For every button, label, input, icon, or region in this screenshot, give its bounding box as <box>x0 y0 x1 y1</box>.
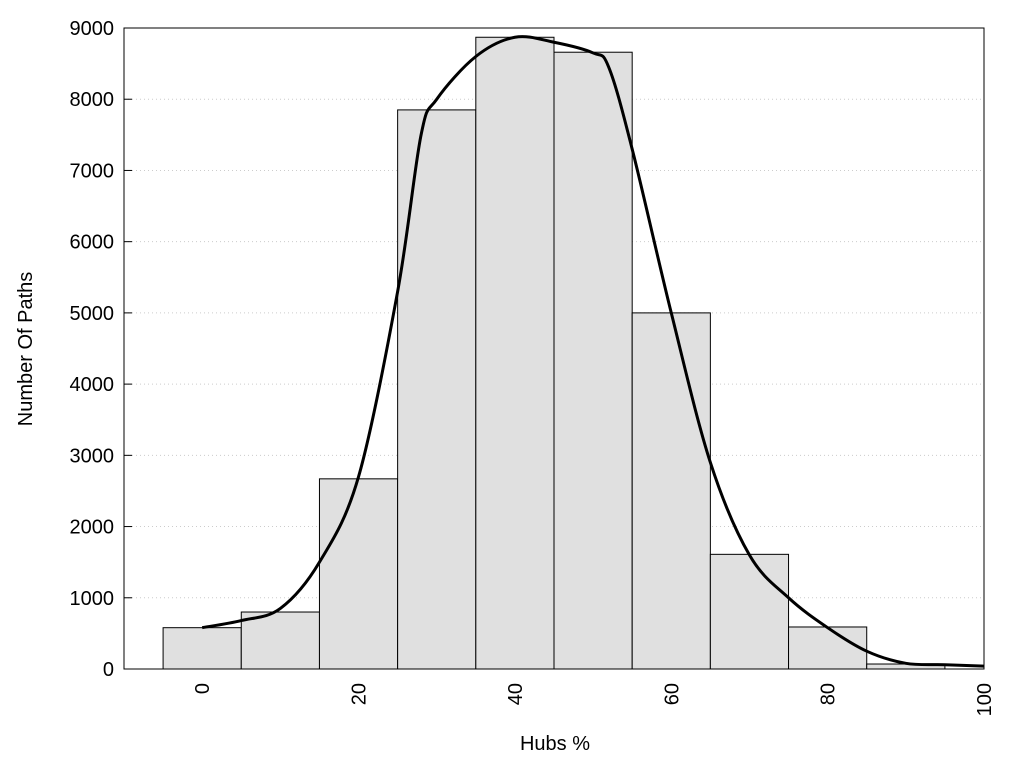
x-tick-label: 80 <box>818 683 840 705</box>
y-tick-label: 7000 <box>70 160 115 182</box>
y-tick-label: 1000 <box>70 588 115 610</box>
y-tick-label: 6000 <box>70 232 115 254</box>
bar <box>475 36 555 670</box>
y-tick-label: 3000 <box>70 445 115 467</box>
y-tick-label: 2000 <box>70 517 115 539</box>
bar <box>162 627 242 670</box>
y-tick-label: 9000 <box>70 18 115 40</box>
bar <box>788 626 868 670</box>
y-tick-label: 4000 <box>70 374 115 396</box>
x-tick-label: 60 <box>661 683 683 705</box>
y-tick-label: 5000 <box>70 303 115 325</box>
x-axis-label: Hubs % <box>520 733 590 755</box>
plot-frame <box>123 27 985 670</box>
bar <box>318 478 399 670</box>
bar <box>631 312 711 670</box>
x-tick-label: 40 <box>505 683 527 705</box>
bar <box>397 109 477 670</box>
bar <box>709 553 790 670</box>
y-tick-label: 8000 <box>70 89 115 111</box>
y-axis-label: Number Of Paths <box>15 272 37 427</box>
bar <box>553 51 633 670</box>
x-tick-label: 100 <box>974 683 996 716</box>
density-curve <box>201 35 985 668</box>
x-tick-label: 0 <box>192 683 214 694</box>
x-tick-label: 20 <box>349 683 371 705</box>
bar <box>240 611 320 670</box>
y-tick-label: 0 <box>103 659 114 681</box>
